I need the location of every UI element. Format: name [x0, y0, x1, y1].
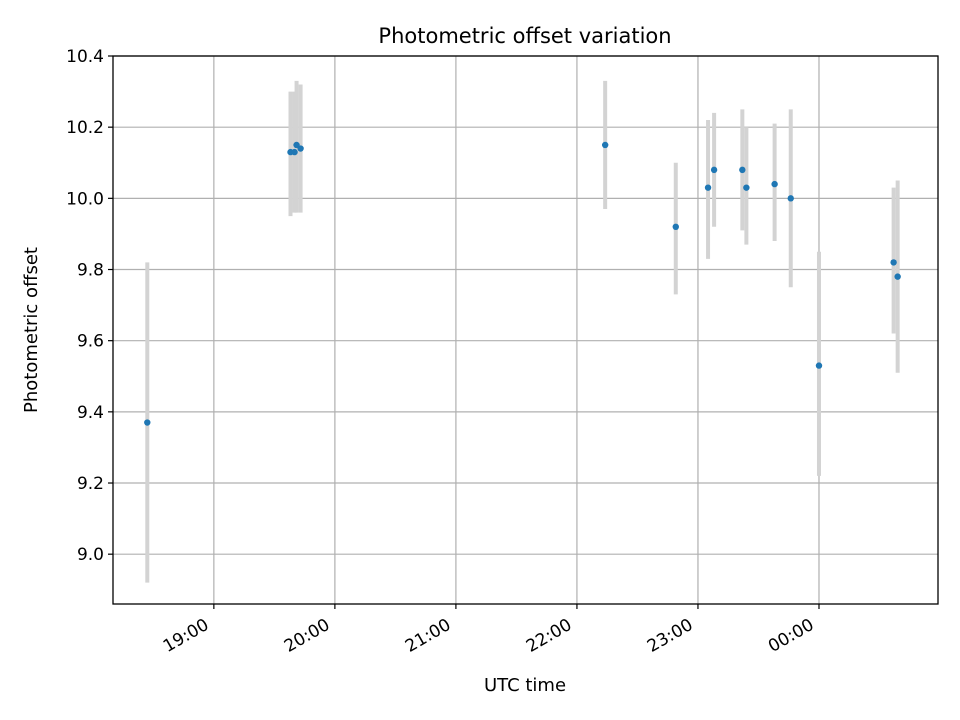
y-axis: 9.0 9.2 9.4 9.6 9.8 10.0 10.2 10.4 — [66, 47, 113, 565]
y-axis-title: Photometric offset — [21, 247, 42, 413]
data-point — [890, 259, 897, 266]
y-tick-label: 9.8 — [77, 261, 104, 281]
data-point — [771, 180, 778, 188]
data-point — [672, 223, 679, 231]
data-point — [743, 184, 750, 191]
data-point — [815, 362, 823, 369]
plot-frame — [112, 55, 939, 605]
y-tick-label: 10.2 — [66, 118, 104, 138]
y-tick-label: 10.0 — [66, 189, 104, 209]
data-point — [787, 195, 794, 202]
data-point — [894, 273, 901, 280]
x-axis-title: UTC time — [484, 675, 566, 696]
data-point — [144, 419, 151, 426]
data-point — [739, 166, 746, 174]
y-tick-label: 9.4 — [77, 403, 104, 423]
data-point — [704, 184, 712, 191]
y-tick-label: 9.0 — [77, 545, 104, 565]
data-point — [291, 148, 298, 156]
chart-title: Photometric offset variation — [378, 24, 671, 48]
data-point — [601, 141, 609, 149]
data-point — [297, 145, 304, 152]
y-tick-label: 10.4 — [66, 47, 104, 67]
y-tick-label: 9.2 — [77, 474, 104, 494]
point-layer — [144, 141, 901, 426]
data-point — [710, 166, 718, 174]
y-tick-label: 9.6 — [77, 332, 104, 352]
